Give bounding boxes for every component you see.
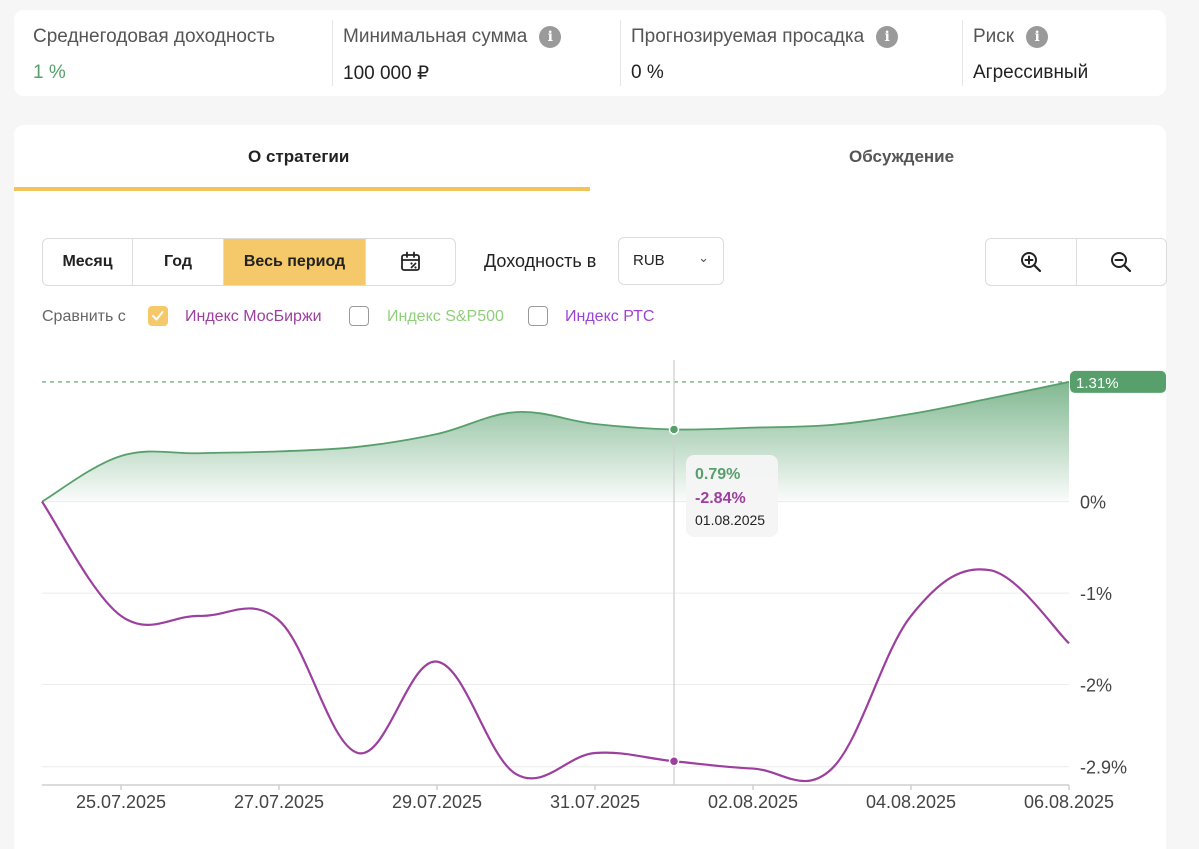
- y-tick-label: -2%: [1080, 675, 1112, 695]
- y-tick-label: -2.9%: [1080, 758, 1127, 778]
- stat-label: Прогнозируемая просадка: [631, 26, 865, 47]
- stat-label: Минимальная сумма: [343, 26, 528, 47]
- stat-value: 1 %: [33, 62, 66, 83]
- period-all-button[interactable]: Весь период: [224, 239, 366, 285]
- compare-sp500-label[interactable]: Индекс S&P500: [387, 308, 504, 325]
- zoom-controls: [985, 238, 1167, 286]
- period-month-button[interactable]: Месяц: [43, 239, 133, 285]
- currency-value: RUB: [633, 252, 665, 269]
- stats-panel: Среднегодовая доходность 1 % Минимальная…: [14, 10, 1166, 96]
- compare-rts-checkbox[interactable]: [528, 306, 548, 326]
- currency-select[interactable]: RUB ⌄: [618, 237, 724, 285]
- x-tick-label: 29.07.2025: [392, 792, 482, 812]
- info-icon[interactable]: i: [1026, 26, 1049, 48]
- x-tick-label: 31.07.2025: [550, 792, 640, 812]
- tab-discussion[interactable]: Обсуждение: [849, 147, 955, 166]
- compare-label: Сравнить с: [42, 308, 126, 325]
- period-year-button[interactable]: Год: [133, 239, 224, 285]
- y-tick-label: -1%: [1080, 584, 1112, 604]
- stat-label-row: Минимальная сумма i: [343, 26, 562, 48]
- stat-label-row: Прогнозируемая просадка i: [631, 26, 899, 48]
- tooltip-strategy-value: 0.79%: [695, 466, 740, 483]
- index-hover-point: [668, 755, 680, 767]
- divider: [620, 20, 621, 86]
- x-tick-label: 06.08.2025: [1024, 792, 1114, 812]
- chart-tooltip: [686, 455, 778, 537]
- stat-value: Агрессивный: [973, 62, 1089, 83]
- x-tick-label: 02.08.2025: [708, 792, 798, 812]
- compare-moex-label[interactable]: Индекс МосБиржи: [185, 308, 322, 325]
- zoom-in-button[interactable]: [986, 239, 1077, 285]
- strategy-area: [42, 381, 1069, 502]
- chevron-down-icon: ⌄: [698, 250, 709, 265]
- compare-moex-checkbox[interactable]: [148, 306, 168, 326]
- tooltip-index-value: -2.84%: [695, 490, 746, 507]
- x-tick-label: 25.07.2025: [76, 792, 166, 812]
- x-tick-label: 27.07.2025: [234, 792, 324, 812]
- stat-value: 0 %: [631, 62, 664, 83]
- strategy-line: [41, 381, 1070, 503]
- calendar-button[interactable]: [366, 239, 455, 285]
- active-tab-indicator: [14, 187, 590, 191]
- zoom-out-button[interactable]: [1077, 239, 1167, 285]
- yield-currency-label: Доходность в: [484, 251, 597, 271]
- divider: [962, 20, 963, 86]
- x-tick-label: 04.08.2025: [866, 792, 956, 812]
- divider: [332, 20, 333, 86]
- compare-sp500-checkbox[interactable]: [349, 306, 369, 326]
- info-icon[interactable]: i: [876, 26, 899, 48]
- zoom-out-icon: [1111, 252, 1132, 273]
- zoom-in-icon: [1020, 252, 1041, 273]
- tooltip-date: 01.08.2025: [695, 512, 765, 528]
- y-tick-label: 0%: [1080, 493, 1106, 513]
- stat-label-row: Риск i: [973, 26, 1049, 48]
- last-value-label: 1.31%: [1076, 375, 1119, 392]
- stat-value: 100 000 ₽: [343, 63, 430, 84]
- stat-label: Среднегодовая доходность: [33, 26, 276, 47]
- period-selector: Месяц Год Весь период: [42, 238, 456, 286]
- calendar-icon: [400, 251, 420, 271]
- strategy-hover-point: [668, 424, 680, 435]
- last-value-badge: [1070, 370, 1166, 393]
- check-icon: [152, 311, 164, 321]
- stat-label: Риск: [973, 26, 1015, 47]
- info-icon[interactable]: i: [539, 26, 562, 48]
- tab-about[interactable]: О стратегии: [248, 147, 350, 166]
- compare-rts-label[interactable]: Индекс РТС: [565, 308, 655, 325]
- moex-index-line: [41, 501, 1070, 783]
